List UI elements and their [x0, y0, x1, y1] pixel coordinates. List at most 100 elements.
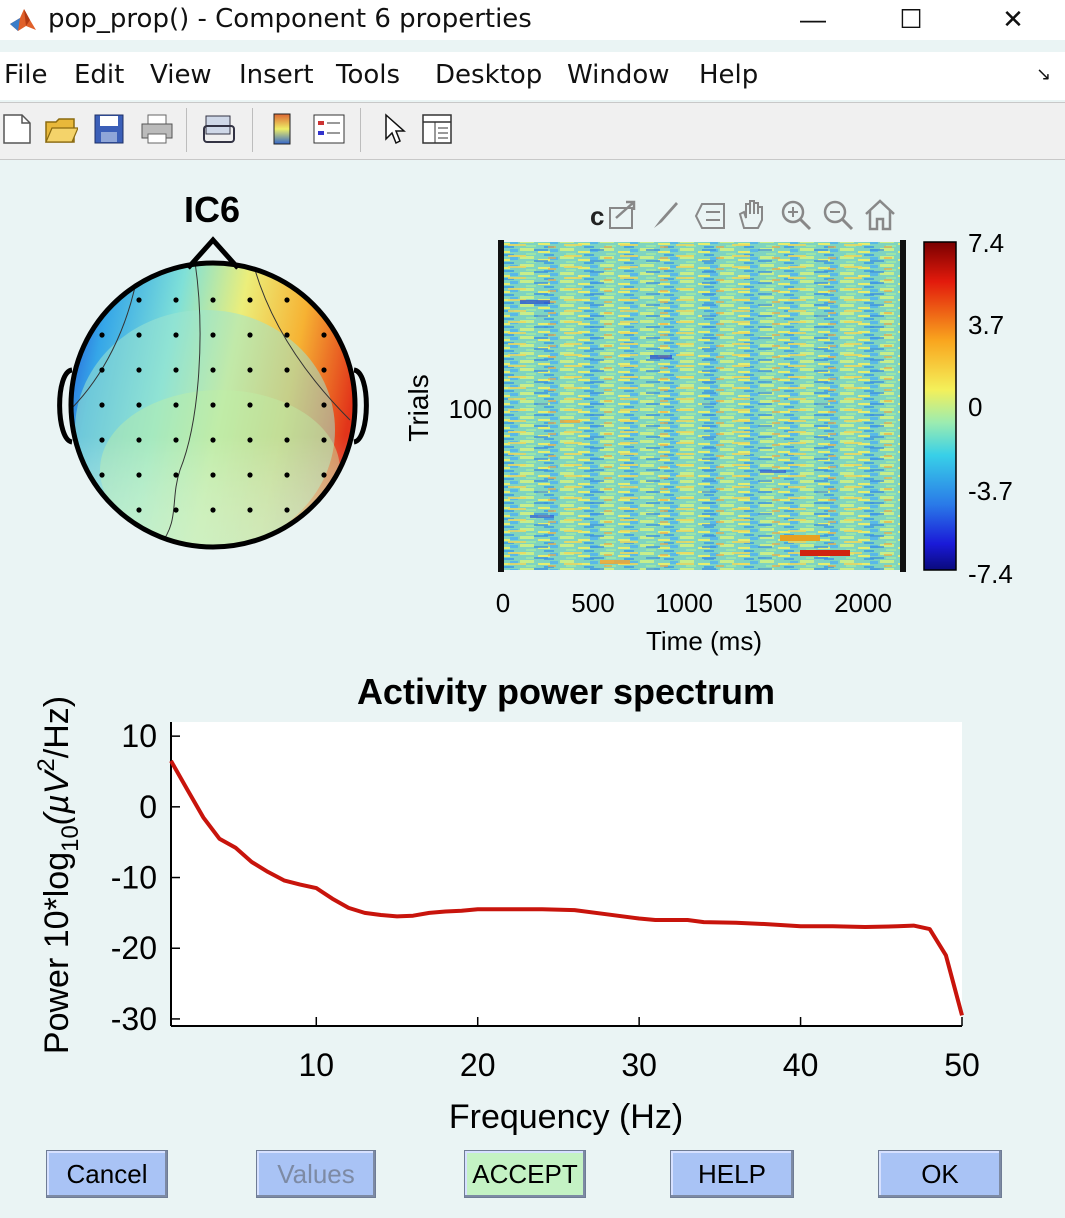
menu-file[interactable]: File: [4, 60, 48, 90]
maximize-button[interactable]: ☐: [899, 4, 923, 34]
colorbar-icon[interactable]: [266, 112, 300, 146]
colorbar-tick: 7.4: [968, 228, 1004, 258]
x-tick-label: 50: [944, 1047, 980, 1083]
window-title: pop_prop() - Component 6 properties: [48, 4, 532, 34]
title-bar: [0, 0, 1065, 40]
menu-tools[interactable]: Tools: [336, 60, 401, 90]
electrode-dot: [210, 367, 216, 373]
property-editor-icon[interactable]: [420, 112, 454, 146]
erp-ylabel: Trials: [403, 374, 434, 441]
electrode-dot: [173, 297, 179, 303]
link-plot-icon[interactable]: [202, 112, 236, 146]
spectrum-ylabel: Power 10*log10(µV2/Hz): [33, 696, 84, 1054]
erp-ytick: 100: [449, 394, 492, 424]
values-button[interactable]: Values: [256, 1150, 376, 1198]
electrode-dot: [321, 402, 327, 408]
spectrum-title: Activity power spectrum: [357, 671, 775, 712]
electrode-dot: [173, 507, 179, 513]
electrode-dot: [99, 437, 105, 443]
y-tick-label: -10: [111, 860, 157, 896]
menu-window[interactable]: Window: [567, 60, 670, 90]
pan-hand-icon[interactable]: [738, 200, 763, 229]
cancel-button[interactable]: Cancel: [46, 1150, 168, 1198]
menu-insert[interactable]: Insert: [239, 60, 314, 90]
export-icon[interactable]: [609, 200, 636, 229]
erp-xtick: 1500: [744, 588, 802, 618]
axes-toolbar-fragment: c: [590, 201, 604, 231]
spectrum-xlabel: Frequency (Hz): [449, 1098, 683, 1136]
spectrum-series-line: [169, 759, 964, 1016]
y-tick-label: -20: [111, 930, 157, 966]
accept-button[interactable]: ACCEPT: [464, 1150, 586, 1198]
erp-xtick: 500: [571, 588, 614, 618]
toolbar-separator: [252, 108, 253, 152]
electrode-dot: [284, 297, 290, 303]
electrode-dot: [321, 472, 327, 478]
electrode-dot: [99, 367, 105, 373]
toolbar-separator: [186, 108, 187, 152]
electrode-dot: [210, 437, 216, 443]
menu-edit[interactable]: Edit: [74, 60, 125, 90]
datatip-icon[interactable]: [694, 203, 725, 229]
erp-xtick: 0: [496, 588, 510, 618]
minimize-button[interactable]: —: [800, 4, 826, 34]
help-button[interactable]: HELP: [670, 1150, 794, 1198]
erp-image-plot: [498, 240, 906, 572]
electrode-dot: [136, 437, 142, 443]
electrode-dot: [136, 332, 142, 338]
electrode-dot: [136, 402, 142, 408]
erp-xlabel: Time (ms): [646, 626, 762, 656]
y-tick-label: -30: [111, 1001, 157, 1037]
electrode-dot: [247, 402, 253, 408]
toolbar-separator: [360, 108, 361, 152]
zoom-in-icon[interactable]: [781, 200, 812, 231]
new-file-icon[interactable]: [0, 112, 34, 146]
axes-toolbar: c: [590, 199, 895, 231]
x-tick-label: 40: [783, 1047, 819, 1083]
electrode-dot: [173, 332, 179, 338]
y-tick-label: 0: [139, 789, 157, 825]
electrode-dot: [210, 507, 216, 513]
colorbar: [923, 241, 957, 571]
topomap-title: IC6: [184, 189, 240, 230]
print-icon[interactable]: [140, 112, 174, 146]
electrode-dot: [99, 472, 105, 478]
electrode-dot: [247, 507, 253, 513]
electrode-dot: [247, 437, 253, 443]
select-pointer-icon[interactable]: [376, 112, 410, 146]
ok-button[interactable]: OK: [878, 1150, 1002, 1198]
y-tick-label: 10: [121, 718, 157, 754]
erp-xtick: 1000: [655, 588, 713, 618]
save-icon[interactable]: [92, 112, 126, 146]
menu-desktop[interactable]: Desktop: [435, 60, 543, 90]
x-tick-label: 30: [621, 1047, 657, 1083]
menu-view[interactable]: View: [150, 60, 212, 90]
colorbar-tick: -7.4: [968, 559, 1013, 589]
dock-arrow-icon[interactable]: ↘: [1036, 64, 1052, 84]
zoom-out-icon[interactable]: [823, 200, 854, 231]
electrode-dot: [99, 332, 105, 338]
menu-bar: [0, 52, 1065, 100]
open-folder-icon[interactable]: [44, 112, 79, 146]
scalp-topomap: [57, 236, 369, 550]
electrode-dot: [321, 367, 327, 373]
toolbar: [0, 102, 1065, 160]
menu-help[interactable]: Help: [699, 60, 759, 90]
brush-icon[interactable]: [654, 202, 678, 228]
electrode-dot: [210, 472, 216, 478]
electrode-dot: [247, 367, 253, 373]
close-button[interactable]: ✕: [1002, 4, 1024, 34]
electrode-dot: [173, 437, 179, 443]
legend-icon[interactable]: [312, 112, 346, 146]
home-icon[interactable]: [865, 199, 895, 231]
spectrum-axes: [171, 722, 962, 1026]
x-tick-label: 20: [460, 1047, 496, 1083]
electrode-dot: [321, 437, 327, 443]
electrode-dot: [247, 297, 253, 303]
electrode-dot: [284, 507, 290, 513]
electrode-dot: [99, 402, 105, 408]
electrode-dot: [247, 472, 253, 478]
electrode-dot: [321, 332, 327, 338]
colorbar-tick: -3.7: [968, 476, 1013, 506]
